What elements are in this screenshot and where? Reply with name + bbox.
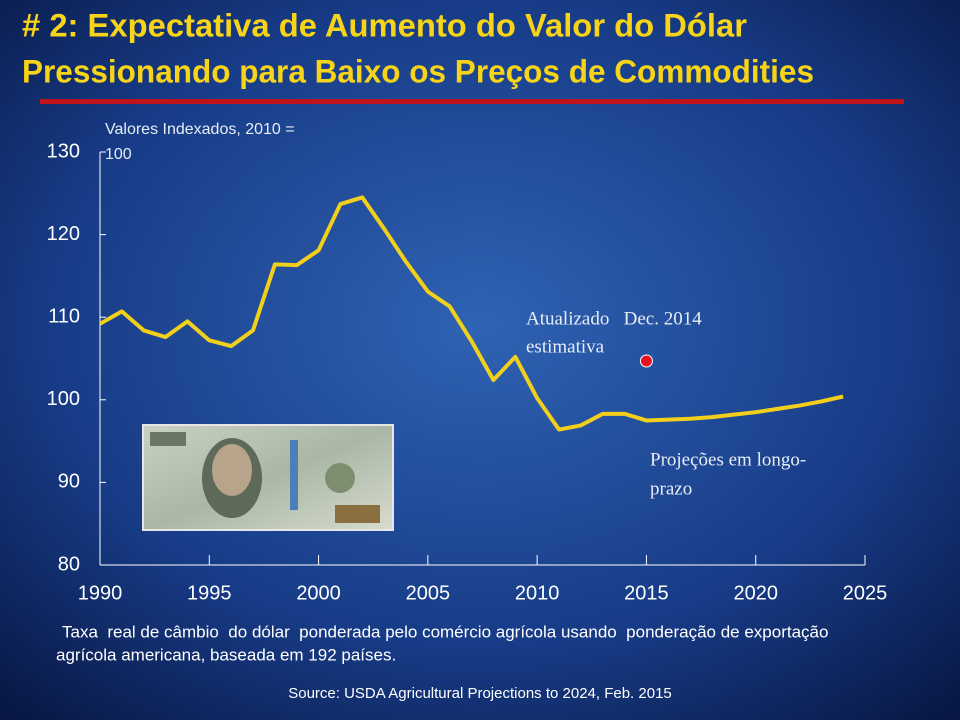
x-tick-label: 2015	[624, 582, 669, 604]
caption: agrícola americana, baseada em 192 paíse…	[56, 645, 396, 664]
annotation: Projeções em longo-	[650, 449, 806, 470]
y-tick-label: 130	[47, 140, 80, 162]
data-line	[99, 195, 844, 432]
x-tick-label: 1995	[187, 582, 232, 604]
dollar-bill	[142, 424, 394, 531]
y-axis-label: 100	[105, 146, 132, 163]
x-tick-label: 1990	[78, 582, 123, 604]
annotation: estimativa	[526, 336, 605, 357]
y-tick-label: 90	[58, 471, 80, 493]
y-tick-label: 120	[47, 223, 80, 245]
estimate-point	[639, 354, 653, 368]
y-tick-label: 100	[47, 388, 80, 410]
y-tick-label: 110	[48, 305, 80, 327]
y-tick-label: 80	[58, 553, 80, 575]
y-axis-label: Valores Indexados, 2010 =	[105, 121, 295, 138]
x-tick-label: 2000	[296, 582, 341, 604]
title-rule	[40, 99, 904, 104]
x-tick-label: 2005	[406, 582, 451, 604]
x-tick-label: 2010	[515, 582, 560, 604]
caption: Taxa real de câmbio do dólar ponderada p…	[62, 622, 828, 641]
x-tick-label: 2020	[733, 582, 778, 604]
annotation: prazo	[650, 478, 692, 499]
annotation: Atualizado Dec. 2014	[526, 308, 702, 329]
title-line: Pressionando para Baixo os Preços de Com…	[22, 53, 814, 89]
title-line: # 2: Expectativa de Aumento do Valor do …	[22, 7, 747, 43]
source: Source: USDA Agricultural Projections to…	[288, 685, 672, 702]
x-tick-label: 2025	[843, 582, 888, 604]
